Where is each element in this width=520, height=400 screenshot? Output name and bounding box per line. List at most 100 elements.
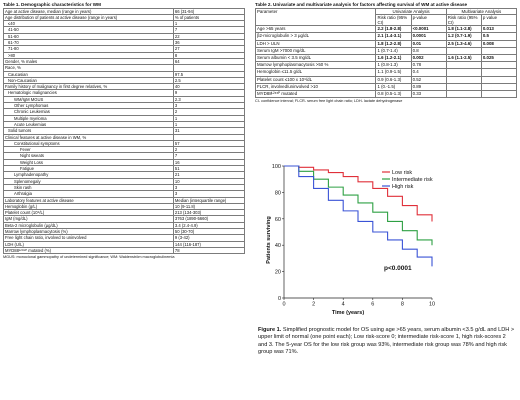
table2-row: β2-microglobulin > 3 µg/dL 2.1 (1.4-3.1) 0… — [254, 32, 518, 41]
table2-cell-p_m: 0.013 — [480, 25, 518, 34]
table1-row-value: 78 — [172, 246, 246, 255]
x-tick-label: 8 — [401, 302, 404, 308]
table2-cell-p: 0.8 — [410, 46, 447, 56]
table1-row: Hematologic malignancies 9 — [3, 89, 246, 97]
table2-cell-rr_m — [445, 68, 482, 77]
table2-row: Age >65 years 2.2 (1.8-2.8) <0.0001 1.8 (1.… — [254, 25, 518, 34]
table2-cell-p: 0.0001 — [410, 32, 447, 41]
y-tick-label: 0 — [278, 296, 281, 302]
table2-cell-p_m: 0.008 — [480, 39, 518, 48]
table1-row-value: 2.3 — [172, 95, 246, 104]
table1-row-value: 3 — [172, 102, 246, 110]
table1-row: MYD88ᴸ²⁶⁵ᴾ mutated (%) 78 — [3, 246, 246, 255]
table1-row-label: MYD88ᴸ²⁶⁵ᴾ mutated (%) — [3, 246, 174, 255]
x-tick-label: 2 — [312, 302, 315, 308]
y-tick-label: 80 — [275, 190, 281, 196]
table2-cell-p: <0.0001 — [410, 25, 447, 34]
table2-row: LDH > ULN 1.8 (1.2-2.8) 0.01 2.5 (1.3-4.6) 0… — [254, 39, 518, 48]
table2-cell-p_m — [480, 75, 518, 84]
table2-cell-param: Hemoglobin ≤11.5 g/dL — [254, 68, 377, 77]
table1-row: Family history of malignancy in first de… — [3, 83, 246, 91]
table2-cell-rr: 1 (0.8-1.3) — [375, 61, 412, 70]
table2-cell-param: LDH > ULN — [254, 39, 377, 48]
table1-row: Race, % — [3, 64, 246, 72]
table2-title: Table 2. Univariate and multivariate ana… — [255, 2, 468, 7]
x-tick-label: 4 — [342, 302, 345, 308]
table2-cell-rr: 2.1 (1.4-3.1) — [375, 32, 412, 41]
table2-cell-rr: 2.2 (1.8-2.8) — [375, 25, 412, 34]
table2-cell-rr: 1 (0.-1.5) — [375, 82, 412, 92]
table2-cell-param: β2-microglobulin > 3 µg/dL — [254, 32, 377, 41]
x-tick-label: 10 — [429, 302, 435, 308]
table2-cell-rr: 1.1 (0.9-1.5) — [375, 68, 412, 77]
table2-footnote: CI- confidence interval; FLCR- serum fre… — [255, 98, 403, 103]
table1-title: Table 1. Demographic characteristics for… — [3, 2, 101, 7]
table2-cell-rr_m: 2.5 (1.3-4.6) — [445, 39, 482, 48]
table2-cell-p_m: 0.5 — [480, 32, 518, 41]
table2-cell-p_m: 0.025 — [480, 54, 518, 63]
table2-cell-p_m — [480, 90, 518, 99]
survival-curve-1 — [284, 165, 433, 222]
table1-row: Caucasian 97.5 — [3, 70, 246, 78]
table1-row-value: 40 — [172, 83, 246, 91]
table2-cell-rr_m — [445, 46, 482, 56]
table1-row-value: 1 — [172, 20, 246, 28]
table2-cell-p: 0.002 — [410, 54, 447, 63]
table2-cell-p_m — [480, 68, 518, 77]
table2-cell-param: Serum IgM >7000 mg/dL — [254, 46, 377, 56]
header-p-value: p-value — [410, 13, 447, 27]
y-tick-label: 60 — [275, 217, 281, 223]
table2-cell-param: Marrow lymphoplasmacytosis >50 % — [254, 61, 377, 70]
p-value-annotation: p<0.0001 — [384, 265, 412, 272]
table1-row-value: 97.5 — [172, 70, 246, 78]
table2-cell-p: 0.89 — [410, 82, 447, 92]
table2-cell-rr: 1 (0.7-1.4) — [375, 46, 412, 56]
table2-cell-p_m — [480, 61, 518, 70]
table2-cell-rr: 1.8 (1.2-2.8) — [375, 39, 412, 48]
figure-label: Figure 1. — [258, 327, 282, 333]
survival-analysis-table: Parameter Univariate Analysis Multivaria… — [254, 7, 518, 99]
legend-label: Intermediate risk — [392, 177, 433, 183]
table2-cell-rr_m — [445, 90, 482, 99]
x-tick-label: 0 — [282, 302, 285, 308]
table2-row: FLCR, involved/uninvolved >10 1 (0.-1.5) 0… — [254, 82, 518, 92]
chart-xlabel: Time (years) — [332, 310, 364, 316]
table2-row: Serum IgM >7000 mg/dL 1 (0.7-1.4) 0.8 — [254, 46, 518, 56]
x-tick-label: 6 — [371, 302, 374, 308]
table1-row: Non-Caucasian 2.5 — [3, 76, 246, 85]
table1-row: ≤40 1 — [3, 20, 246, 28]
table2-cell-p: 0.78 — [410, 61, 447, 70]
table1-row-value: 9 — [172, 89, 246, 97]
table2-cell-rr: 0.8 (0.5-1.3) — [375, 90, 412, 99]
table1-row: Multiple myeloma 1 — [3, 114, 246, 122]
legend-label: High risk — [392, 184, 414, 190]
table2-cell-rr_m — [445, 75, 482, 84]
table2-cell-param: FLCR, involved/uninvolved >10 — [254, 82, 377, 92]
table2-cell-rr_m: 1.2 (0.7-1.9) — [445, 32, 482, 41]
table2-cell-rr: 0.9 (0.6-1.3) — [375, 75, 412, 84]
table2-cell-param: MYD88ᴸ²⁶⁵ᴾ mutated — [254, 90, 377, 99]
table2-cell-p_m — [480, 46, 518, 56]
table2-cell-rr_m: 1.8 (1.1-2.8) — [445, 25, 482, 34]
table2-row: Platelet count ≤100 x 10⁹/dL 0.9 (0.6-1.3… — [254, 75, 518, 84]
survival-curve-2 — [284, 165, 433, 246]
table2-cell-rr_m — [445, 61, 482, 70]
table1-row-value — [172, 64, 246, 72]
table1-row-value: 2.5 — [172, 76, 246, 85]
figure-caption: Figure 1. Simplified prognostic model fo… — [258, 327, 516, 356]
table1-row-value: 1 — [172, 114, 246, 122]
table2-cell-param: Platelet count ≤100 x 10⁹/dL — [254, 75, 377, 84]
table2-subheader-row: Risk ratio (95% CI) p-value Risk ratio (… — [256, 13, 518, 27]
survival-curve-3 — [284, 165, 433, 267]
table1-row: Other Lymphomas 3 — [3, 102, 246, 110]
header-risk-ratio-multi: Risk ratio (95% CI) — [445, 13, 482, 27]
table2-row: Serum albumin < 3.5 mg/dL 1.6 (1.2-2.1) 0.… — [254, 54, 518, 63]
legend-label: Low risk — [392, 170, 412, 176]
demographics-table-block: Table 1. Demographic characteristics for… — [3, 2, 246, 259]
table2-cell-param: Age >65 years — [254, 25, 377, 34]
table2-cell-rr_m — [445, 82, 482, 92]
table2-row: Marrow lymphoplasmacytosis >50 % 1 (0.8-1… — [254, 61, 518, 70]
table2-cell-p_m — [480, 82, 518, 92]
table1-row: Acute Leukemias 1 — [3, 120, 246, 129]
